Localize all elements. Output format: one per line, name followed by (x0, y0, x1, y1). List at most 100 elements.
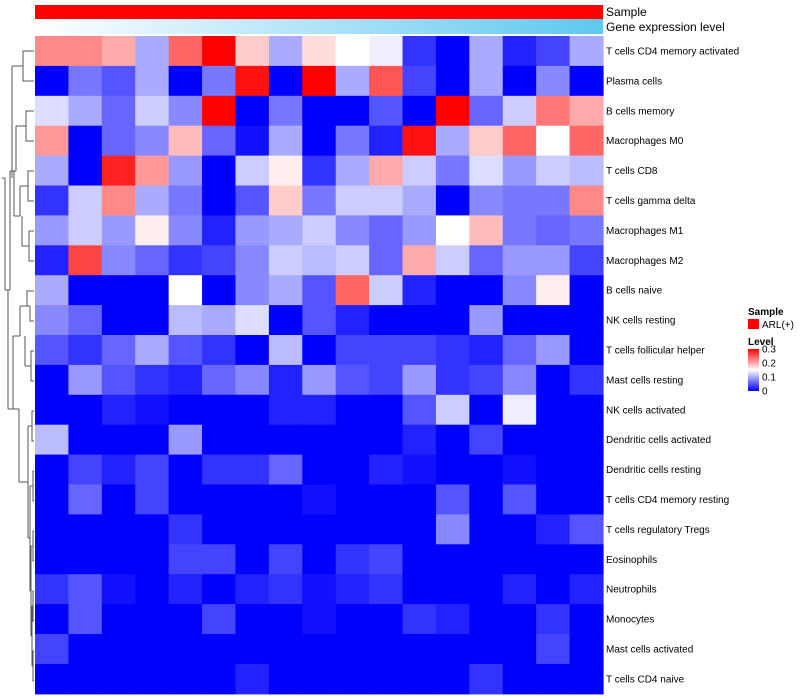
heatmap-cell (369, 364, 404, 396)
heatmap-cell (502, 155, 537, 187)
heatmap-cell (268, 65, 303, 97)
heatmap-cell (536, 125, 571, 157)
heatmap-cell (435, 305, 470, 336)
heatmap-cell (235, 155, 270, 187)
heatmap-cell (502, 275, 537, 306)
heatmap-cell (202, 36, 237, 67)
heatmap-cell (536, 215, 571, 246)
heatmap-cell (268, 245, 303, 276)
row-label: NK cells activated (606, 405, 685, 416)
heatmap-cell (35, 305, 70, 336)
heatmap-cell (536, 604, 571, 635)
heatmap-cell (369, 36, 404, 67)
heatmap-cell (302, 95, 337, 127)
heatmap-cell (469, 215, 504, 246)
heatmap-cell (502, 514, 537, 545)
heatmap-cell (335, 544, 370, 575)
legend-sample-entry: ARL(+) (762, 320, 794, 331)
heatmap-cell (369, 65, 404, 97)
heatmap-cell (101, 125, 136, 157)
heatmap-cell (569, 305, 604, 336)
heatmap-cell (335, 484, 370, 515)
heatmap-cell (402, 65, 437, 97)
heatmap-cell (402, 215, 437, 246)
heatmap-cell (536, 574, 571, 605)
heatmap-cell (35, 215, 70, 246)
heatmap-cell (569, 125, 604, 157)
heatmap-cell (268, 544, 303, 575)
heatmap-cell (101, 305, 136, 336)
heatmap-cell (235, 514, 270, 545)
heatmap-cell (68, 155, 103, 187)
heatmap-cell (135, 394, 170, 426)
heatmap-cell (168, 424, 203, 456)
heatmap-cell (435, 544, 470, 575)
heatmap-cell (302, 514, 337, 545)
heatmap-cell (35, 454, 70, 486)
heatmap-cell (35, 245, 70, 276)
heatmap-cell (536, 245, 571, 276)
heatmap-cell (536, 155, 571, 187)
heatmap-cell (435, 454, 470, 486)
heatmap-cell (268, 394, 303, 426)
heatmap-cell (435, 185, 470, 216)
row-label: B cells naive (606, 286, 663, 297)
heatmap-cell (502, 95, 537, 127)
heatmap-cell (168, 335, 203, 366)
row-label: Neutrophils (606, 585, 657, 596)
row-label: Macrophages M1 (606, 226, 684, 237)
heatmap-cell (235, 544, 270, 575)
heatmap-cell (202, 364, 237, 396)
heatmap-cell (435, 574, 470, 605)
heatmap-cell (435, 335, 470, 366)
heatmap-cell (502, 484, 537, 515)
heatmap-cell (435, 604, 470, 635)
heatmap-cell (135, 185, 170, 216)
heatmap-cell (268, 514, 303, 545)
heatmap-cell (402, 305, 437, 336)
heatmap-cell (68, 514, 103, 545)
heatmap-cell (435, 275, 470, 306)
expression-annotation-bar (35, 19, 603, 34)
heatmap-cell (302, 663, 337, 695)
heatmap-cell (268, 574, 303, 605)
heatmap-cell (369, 335, 404, 366)
heatmap-cell (469, 125, 504, 157)
heatmap-cell (469, 454, 504, 486)
heatmap-cell (202, 604, 237, 635)
heatmap-cell (135, 454, 170, 486)
legend-sample-title: Sample (748, 307, 784, 318)
heatmap-cell (35, 663, 70, 695)
heatmap-cell (202, 514, 237, 545)
heatmap-cell (68, 454, 103, 486)
heatmap-cell (569, 634, 604, 665)
heatmap-cell (469, 634, 504, 665)
heatmap-cell (536, 424, 571, 456)
heatmap-cell (135, 335, 170, 366)
heatmap-cell (135, 544, 170, 575)
row-labels: T cells CD4 memory activated Plasma cells… (606, 46, 739, 685)
heatmap-cell (369, 215, 404, 246)
heatmap-cell (469, 155, 504, 187)
heatmap-cell (335, 95, 370, 127)
heatmap-cell (469, 663, 504, 695)
heatmap-cell (435, 245, 470, 276)
heatmap-cell (569, 245, 604, 276)
heatmap-cell (502, 305, 537, 336)
heatmap-cell (202, 125, 237, 157)
heatmap-cell (235, 424, 270, 456)
heatmap-cell (302, 484, 337, 515)
heatmap-cell (202, 305, 237, 336)
heatmap-cell (135, 484, 170, 515)
heatmap-cell (135, 155, 170, 187)
heatmap-cell (536, 185, 571, 216)
heatmap-cell (435, 155, 470, 187)
sample-annotation-bar (35, 5, 603, 19)
row-label: Macrophages M0 (606, 136, 684, 147)
heatmap-cell (268, 305, 303, 336)
heatmap-cell (35, 155, 70, 187)
heatmap-cell (502, 65, 537, 97)
heatmap-cell (369, 663, 404, 695)
heatmap-cell (268, 634, 303, 665)
heatmap-cell (469, 65, 504, 97)
